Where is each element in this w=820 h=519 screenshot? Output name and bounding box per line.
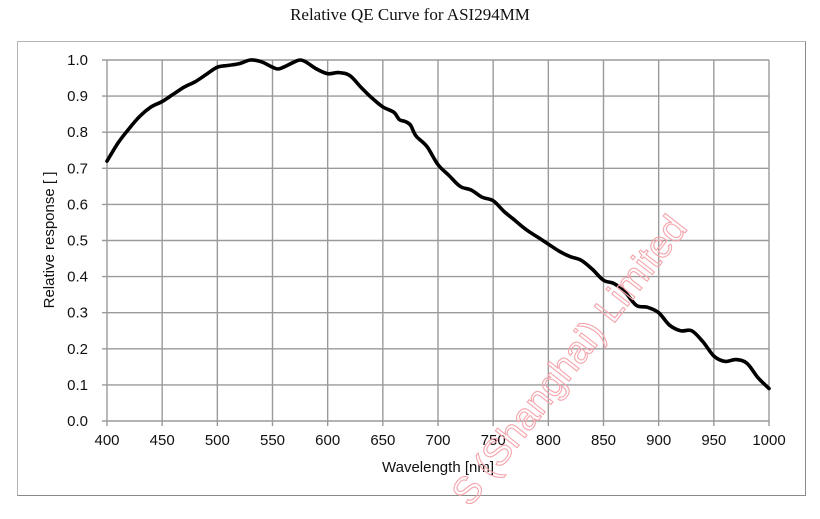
y-tick-label: 0.8	[67, 124, 88, 141]
chart-frame	[17, 41, 806, 496]
x-tick-label: 750	[481, 432, 506, 449]
x-tick-label: 1000	[752, 432, 785, 449]
x-tick-label: 400	[94, 432, 119, 449]
y-tick-label: 0.4	[67, 269, 88, 286]
y-tick-label: 0.0	[67, 413, 88, 430]
x-tick-label: 900	[646, 432, 671, 449]
x-tick-label: 550	[260, 432, 285, 449]
x-tick-label: 600	[315, 432, 340, 449]
x-tick-label: 850	[591, 432, 616, 449]
grid	[102, 59, 770, 426]
x-tick-label: 950	[701, 432, 726, 449]
x-tick-label: 800	[536, 432, 561, 449]
y-axis-ticks: 0.0 0.1 0.2 0.3 0.4 0.5 0.6 0.7 0.8 0.9 1.0	[67, 52, 88, 430]
y-tick-label: 0.7	[67, 160, 88, 177]
watermark: S (Shanghai) Limited	[444, 208, 696, 513]
x-axis-label: Wavelength [nm]	[382, 459, 494, 476]
y-tick-label: 1.0	[67, 52, 88, 69]
y-tick-label: 0.2	[67, 341, 88, 358]
qe-curve	[105, 58, 771, 391]
x-axis-ticks: 400 450 500 550 600 650 700 750 800 850 900 950 1000	[94, 432, 785, 449]
y-axis-label: Relative response [ ]	[41, 172, 58, 309]
y-tick-label: 0.5	[67, 233, 88, 250]
y-tick-label: 0.3	[67, 305, 88, 322]
y-tick-label: 0.9	[67, 88, 88, 105]
x-tick-label: 500	[205, 432, 230, 449]
x-tick-label: 450	[150, 432, 175, 449]
y-tick-label: 0.1	[67, 377, 88, 394]
y-tick-label: 0.6	[67, 196, 88, 213]
chart-title: Relative QE Curve for ASI294MM	[290, 5, 530, 24]
x-tick-label: 700	[425, 432, 450, 449]
x-tick-label: 650	[370, 432, 395, 449]
